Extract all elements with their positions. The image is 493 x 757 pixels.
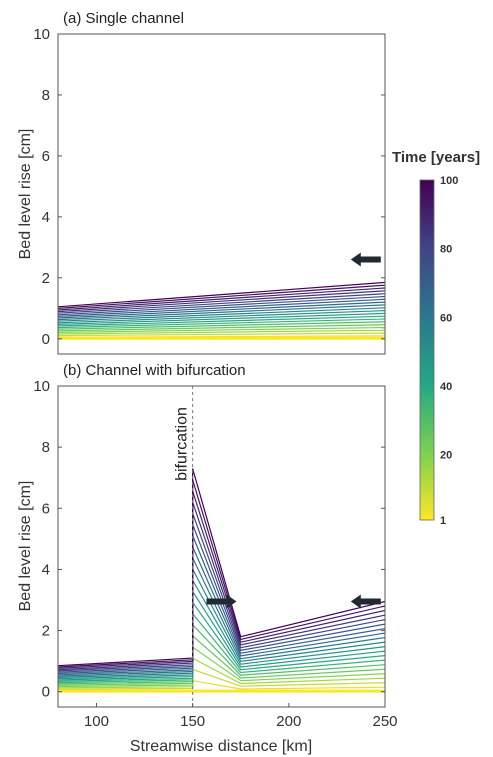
panel-a-series-lines: [57, 281, 386, 340]
panel-b-title: (b) Channel with bifurcation: [63, 362, 246, 379]
x-tick-label: 100: [84, 713, 109, 730]
series-line-t100: [57, 281, 386, 308]
colorbar-ticks: 1 20 40 60 80 100: [440, 175, 458, 527]
series-line-t90: [57, 490, 386, 669]
y-tick-label: 6: [42, 148, 50, 165]
colorbar-tick-label: 60: [440, 312, 452, 324]
series-line-t95: [57, 284, 386, 309]
series-line-t20: [57, 326, 386, 333]
panel-b-x-ticks: 100 150 200 250: [84, 703, 398, 730]
series-line-t30: [57, 321, 386, 330]
panel-b-series-lines: [57, 468, 386, 693]
series-line-t75: [57, 295, 386, 316]
series-line-t80: [57, 293, 386, 314]
series-line-t80: [57, 512, 386, 672]
series-line-t60: [57, 304, 386, 321]
series-line-t40: [57, 600, 386, 682]
colorbar-tick-label: 100: [440, 175, 458, 187]
series-line-t15: [57, 329, 386, 335]
y-tick-label: 8: [42, 439, 50, 456]
y-tick-label: 4: [42, 561, 50, 578]
panel-a-y-axis-label: Bed level rise [cm]: [17, 129, 34, 260]
series-line-t100: [57, 468, 386, 667]
series-line-t70: [57, 298, 386, 317]
series-line-t45: [57, 312, 386, 325]
panel-a-title: (a) Single channel: [63, 10, 184, 27]
panel-a-axes-frame: [57, 33, 386, 355]
panel-b-arrows: [206, 594, 381, 609]
series-line-t75: [57, 524, 386, 673]
arrow-left-icon: [350, 252, 381, 267]
y-tick-label: 8: [42, 87, 50, 104]
y-tick-label: 10: [33, 26, 50, 43]
arrow-right-icon: [206, 594, 237, 609]
y-tick-label: 4: [42, 209, 50, 226]
series-line-t55: [57, 307, 386, 322]
series-line-t30: [57, 623, 386, 685]
series-line-t90: [57, 287, 386, 311]
x-tick-label: 200: [276, 713, 301, 730]
y-tick-label: 2: [42, 270, 50, 287]
y-tick-label: 0: [42, 684, 50, 701]
arrow-left-icon: [350, 594, 381, 609]
bifurcation-annotation: bifurcation: [174, 407, 191, 481]
series-line-t50: [57, 310, 386, 324]
series-line-t85: [57, 290, 386, 313]
panel-a-y-ticks: 0 2 4 6 8 10: [33, 26, 385, 348]
series-line-t25: [57, 324, 386, 332]
panel-a-single-channel: (a) Single channel 0 2 4 6 8 10 Bed level ris…: [17, 10, 386, 355]
panel-b-x-axis-label: Streamwise distance [km]: [130, 738, 312, 755]
panel-b-y-axis-label: Bed level rise [cm]: [17, 481, 34, 612]
series-line-t95: [57, 479, 386, 668]
colorbar-tick-label: 1: [440, 515, 446, 527]
colorbar: Time [years] 1 20 40 60 80 100: [392, 149, 480, 527]
y-tick-label: 2: [42, 623, 50, 640]
series-line-t10: [57, 332, 386, 337]
colorbar-tick-label: 40: [440, 381, 452, 393]
x-tick-label: 150: [180, 713, 205, 730]
panel-b-y-ticks: 0 2 4 6 8 10: [33, 378, 385, 701]
x-tick-label: 250: [372, 713, 397, 730]
series-line-t35: [57, 318, 386, 329]
y-tick-label: 0: [42, 331, 50, 348]
series-line-t40: [57, 315, 386, 327]
colorbar-gradient: [419, 179, 435, 521]
y-tick-label: 10: [33, 378, 50, 395]
y-tick-label: 6: [42, 500, 50, 517]
panel-b-channel-with-bifurcation: (b) Channel with bifurcation bifurcation…: [17, 362, 398, 755]
colorbar-title: Time [years]: [392, 149, 480, 166]
panel-b-axes-frame: [57, 385, 386, 708]
colorbar-tick-label: 20: [440, 450, 452, 462]
series-line-t65: [57, 301, 386, 319]
colorbar-tick-label: 80: [440, 244, 452, 256]
panel-a-arrows: [350, 252, 381, 267]
